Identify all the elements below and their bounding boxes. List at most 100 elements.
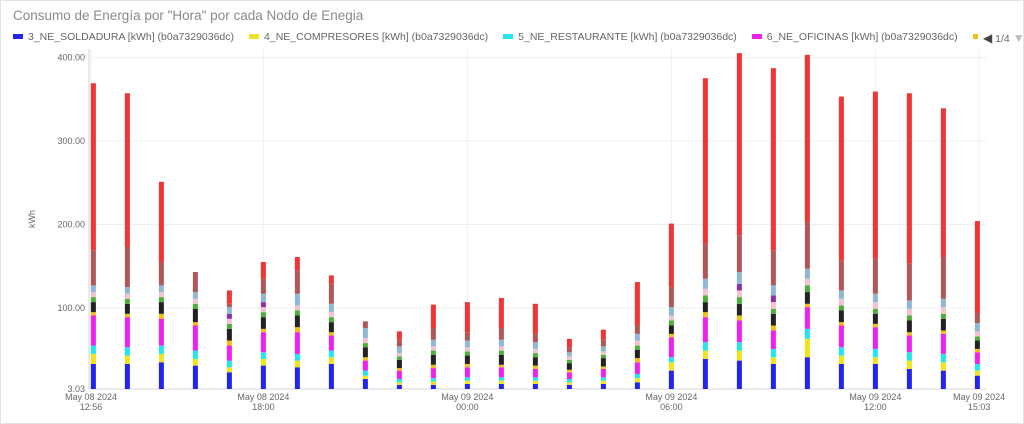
bar-segment (260, 317, 266, 329)
bar-segment (498, 377, 504, 381)
bar-segment (362, 328, 368, 339)
bar-segment (702, 243, 708, 279)
bar-segment (736, 342, 742, 351)
bar-segment (872, 348, 878, 358)
x-tick-label: 00:00 (456, 402, 479, 412)
bar-segment (124, 313, 130, 318)
legend-prev-page-icon[interactable]: ◀ (983, 31, 993, 45)
bar-segment (974, 340, 980, 349)
bar-segment (634, 358, 640, 363)
bar-segment (294, 257, 300, 271)
bar-segment (736, 272, 742, 284)
bar-segment (532, 380, 538, 384)
bar-segment (872, 323, 878, 328)
bar-segment (940, 313, 946, 319)
bar-segment (906, 360, 912, 369)
bar-segment (872, 357, 878, 364)
bar-segment (872, 258, 878, 294)
bar-segment (600, 377, 606, 381)
bar-segment (464, 347, 470, 352)
bar-segment (702, 312, 708, 318)
bar-segment (974, 363, 980, 371)
bar-segment (158, 292, 164, 298)
bar-segment (940, 353, 946, 363)
bar-segment (328, 275, 334, 284)
legend-item[interactable]: 3_NE_SOLDADURA [kWh] (b0a7329036dc) (13, 31, 234, 43)
bar-segment (464, 332, 470, 341)
bar-segment (192, 358, 198, 366)
bar-segment (498, 339, 504, 347)
bar-segment (804, 54, 810, 222)
bar-segment (668, 320, 674, 326)
legend-item[interactable]: 5_NE_RESTAURANTE [kWh] (b0a7329036dc) (503, 31, 737, 43)
bar-segment (736, 53, 742, 236)
legend-item[interactable]: 4_NE_COMPRESORES [kWh] (b0a7329036dc) (249, 31, 488, 43)
bar-segment (838, 325, 844, 348)
bar-segment (668, 325, 674, 334)
bar-segment (90, 83, 96, 251)
bar-segment (124, 303, 130, 314)
bar-segment (940, 257, 946, 299)
legend-next-page-icon[interactable]: ▼ (1012, 31, 1024, 45)
bar-segment (532, 348, 538, 354)
bar-segment (260, 278, 266, 294)
bar-segment (804, 278, 810, 286)
y-tick-label: 100.00 (57, 303, 85, 313)
bar-segment (838, 96, 844, 261)
bar-segment (430, 350, 436, 355)
bar-segment (702, 278, 708, 289)
bar-segment (872, 313, 878, 324)
x-tick-label: May 09 2024 (645, 392, 697, 402)
bar-segment (804, 221, 810, 269)
bar-segment (498, 364, 504, 368)
bar-segment (430, 364, 436, 369)
bar-segment (464, 367, 470, 378)
bar-segment (974, 331, 980, 337)
bar-segment (396, 356, 402, 360)
legend-label: 6_NE_OFICINAS [kWh] (b0a7329036dc) (766, 31, 958, 43)
bar-segment (566, 359, 572, 364)
bar-segment (90, 363, 96, 389)
bar-segment (838, 322, 844, 326)
bar-segment (294, 360, 300, 368)
bar-segment (430, 368, 436, 379)
bar-segment (804, 268, 810, 279)
bar-segment (668, 333, 674, 338)
bar-segment (362, 343, 368, 348)
bar-segment (124, 298, 130, 304)
bar-segment (600, 368, 606, 378)
bar-segment (974, 312, 980, 324)
x-tick-label: May 09 2024 (953, 392, 1005, 402)
bar-segment (328, 312, 334, 318)
bar-segment (736, 297, 742, 304)
bar-segment (192, 303, 198, 309)
bar-segment (294, 367, 300, 389)
bar-segment (294, 305, 300, 311)
bar-segment (600, 383, 606, 389)
bar-segment (906, 315, 912, 321)
bar-segment (192, 350, 198, 359)
bar-segment (634, 349, 640, 359)
bar-segment (804, 307, 810, 329)
legend-item[interactable]: 6_NE_OFICINAS [kWh] (b0a7329036dc) (751, 31, 958, 43)
bar-segment (940, 298, 946, 308)
bar-segment (362, 360, 368, 371)
bar-segment (838, 347, 844, 356)
x-tick-label: 18:00 (252, 402, 275, 412)
bar-segment (770, 325, 776, 331)
bar-segment (124, 93, 130, 247)
bar-segment (770, 295, 776, 303)
bar-segment (974, 323, 980, 332)
bar-segment (532, 377, 538, 381)
bar-segment (634, 382, 640, 389)
bar-segment (668, 287, 674, 308)
legend-item[interactable]: 2_NE_?? [kWh] (b0a7329036dc) (972, 31, 978, 43)
legend-swatch (972, 33, 978, 39)
bar-segment (532, 357, 538, 366)
bar-segment (736, 235, 742, 273)
bar-segment (668, 315, 674, 321)
bar-segment (532, 303, 538, 334)
bar-segment (804, 338, 810, 358)
bar-segment (90, 353, 96, 364)
bar-segment (464, 363, 470, 368)
